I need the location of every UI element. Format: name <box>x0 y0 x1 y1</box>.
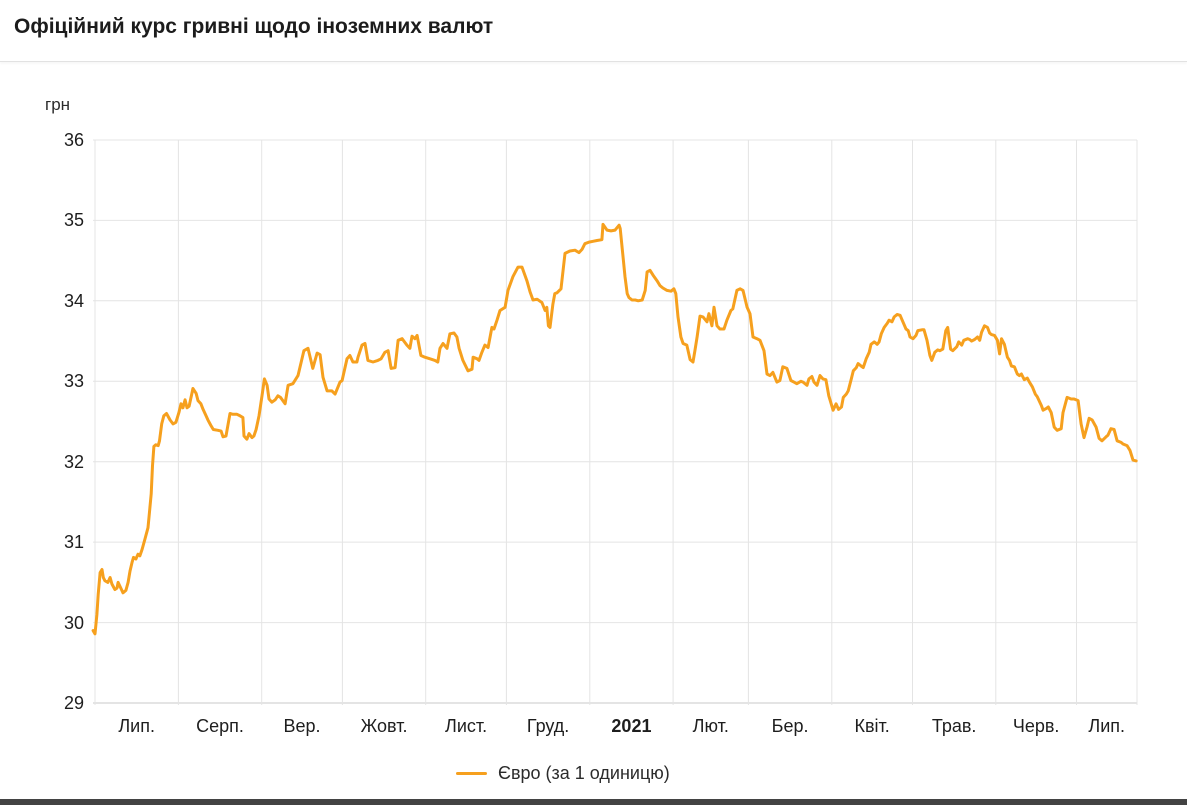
legend-item-euro[interactable]: Євро (за 1 одиницю) <box>456 763 670 784</box>
chart-area: 36 35 34 33 32 31 30 29 Лип. Серп. Вер. Жовт. Лист. Г… <box>0 61 1187 805</box>
legend-label-euro: Євро (за 1 одиницю) <box>498 762 670 783</box>
page-title: Офіційний курс гривні щодо іноземних вал… <box>14 15 494 38</box>
bottom-divider-bar <box>0 799 1187 805</box>
legend-swatch-euro <box>456 771 487 775</box>
rate-line-series-0 <box>91 222 1138 636</box>
legend: Євро (за 1 одиницю) <box>456 760 670 786</box>
page-header: Офіційний курс гривні щодо іноземних вал… <box>0 0 1187 62</box>
y-axis-unit-label: грн <box>45 95 71 114</box>
